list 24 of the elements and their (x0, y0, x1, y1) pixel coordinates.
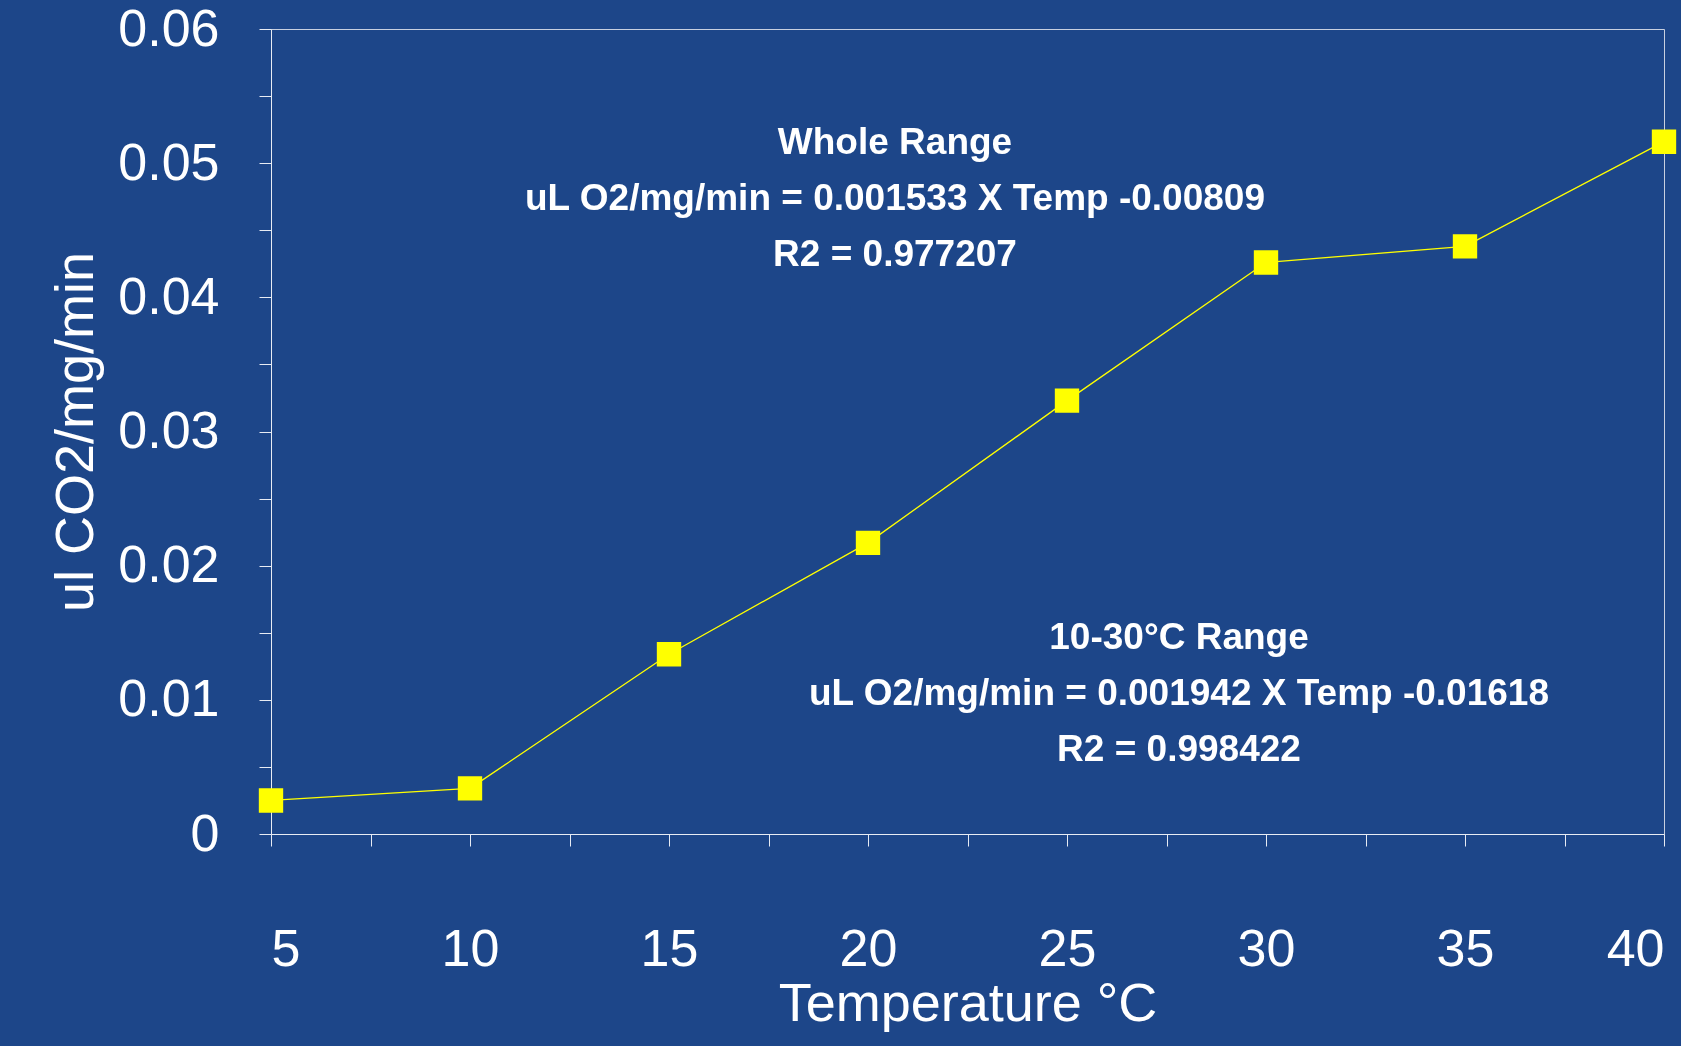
y-tick-label: 0.02 (118, 535, 220, 594)
point (457, 776, 483, 801)
x-tick-label: 5 (271, 918, 301, 977)
x-tick-label: 30 (1237, 918, 1296, 977)
annotation: Whole Range uL O2/mg/min = 0.001533 X Temp -0.00809 R2 = 0.977207 (524, 121, 1266, 274)
point (1253, 250, 1279, 275)
y-tick-label: 0.04 (118, 266, 220, 325)
point (1651, 129, 1677, 154)
x-tick-label: 35 (1436, 918, 1495, 977)
point (1452, 234, 1478, 259)
point (258, 788, 284, 813)
y-tick-label: 0.03 (118, 401, 220, 459)
y-tick-label: 0 (190, 803, 220, 862)
point (656, 642, 682, 667)
x-tick-label: 40 (1606, 918, 1665, 977)
annotation: 10-30°C Range uL O2/mg/min = 0.001942 X Temp -0.01618 R2 = 0.998422 (808, 616, 1550, 769)
y-tick-label: 0.05 (118, 132, 220, 191)
y-axis-title: ul CO2/mg/min (44, 251, 105, 613)
x-tick-label: 10 (441, 918, 500, 977)
point (1054, 388, 1080, 413)
x-tick-label: 15 (640, 918, 699, 977)
point (855, 530, 881, 556)
y-tick-label: 0.06 (118, 0, 220, 57)
y-tick-label: 0.01 (118, 669, 220, 728)
